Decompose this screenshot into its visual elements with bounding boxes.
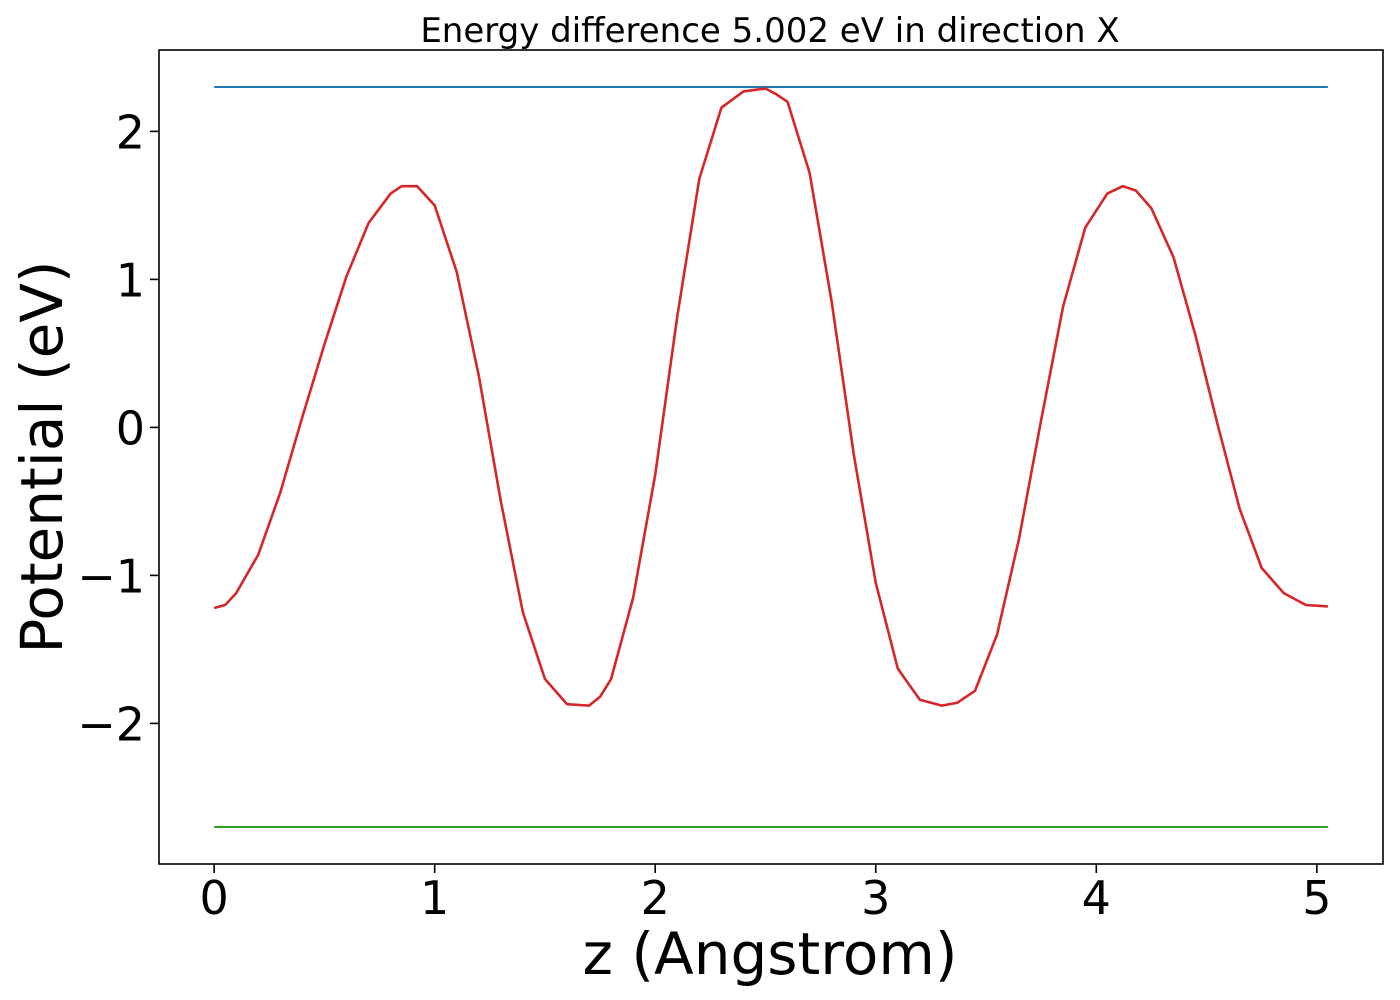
y-axis-ticks: −2 −1 0 1 2	[77, 105, 159, 751]
x-tick-label: 5	[1302, 871, 1331, 925]
y-axis-label: Potential (eV)	[8, 260, 76, 653]
plot-area-frame	[158, 49, 1384, 865]
y-tick-label: −2	[77, 697, 145, 751]
x-axis-ticks: 0 1 2 3 4 5	[199, 864, 1331, 925]
y-tick-label: 0	[116, 401, 145, 455]
y-tick-label: −1	[77, 549, 145, 603]
x-axis-label: z (Angstrom)	[583, 920, 958, 988]
x-tick-label: 0	[199, 871, 228, 925]
y-tick-label: 1	[116, 253, 145, 307]
x-tick-label: 3	[861, 871, 890, 925]
series-group	[213, 86, 1328, 828]
series-line-3	[213, 87, 1328, 707]
chart-title: Energy difference 5.002 eV in direction …	[420, 11, 1119, 51]
x-tick-label: 4	[1082, 871, 1111, 925]
x-tick-label: 1	[420, 871, 449, 925]
x-tick-label: 2	[641, 871, 670, 925]
y-tick-label: 2	[116, 105, 145, 159]
